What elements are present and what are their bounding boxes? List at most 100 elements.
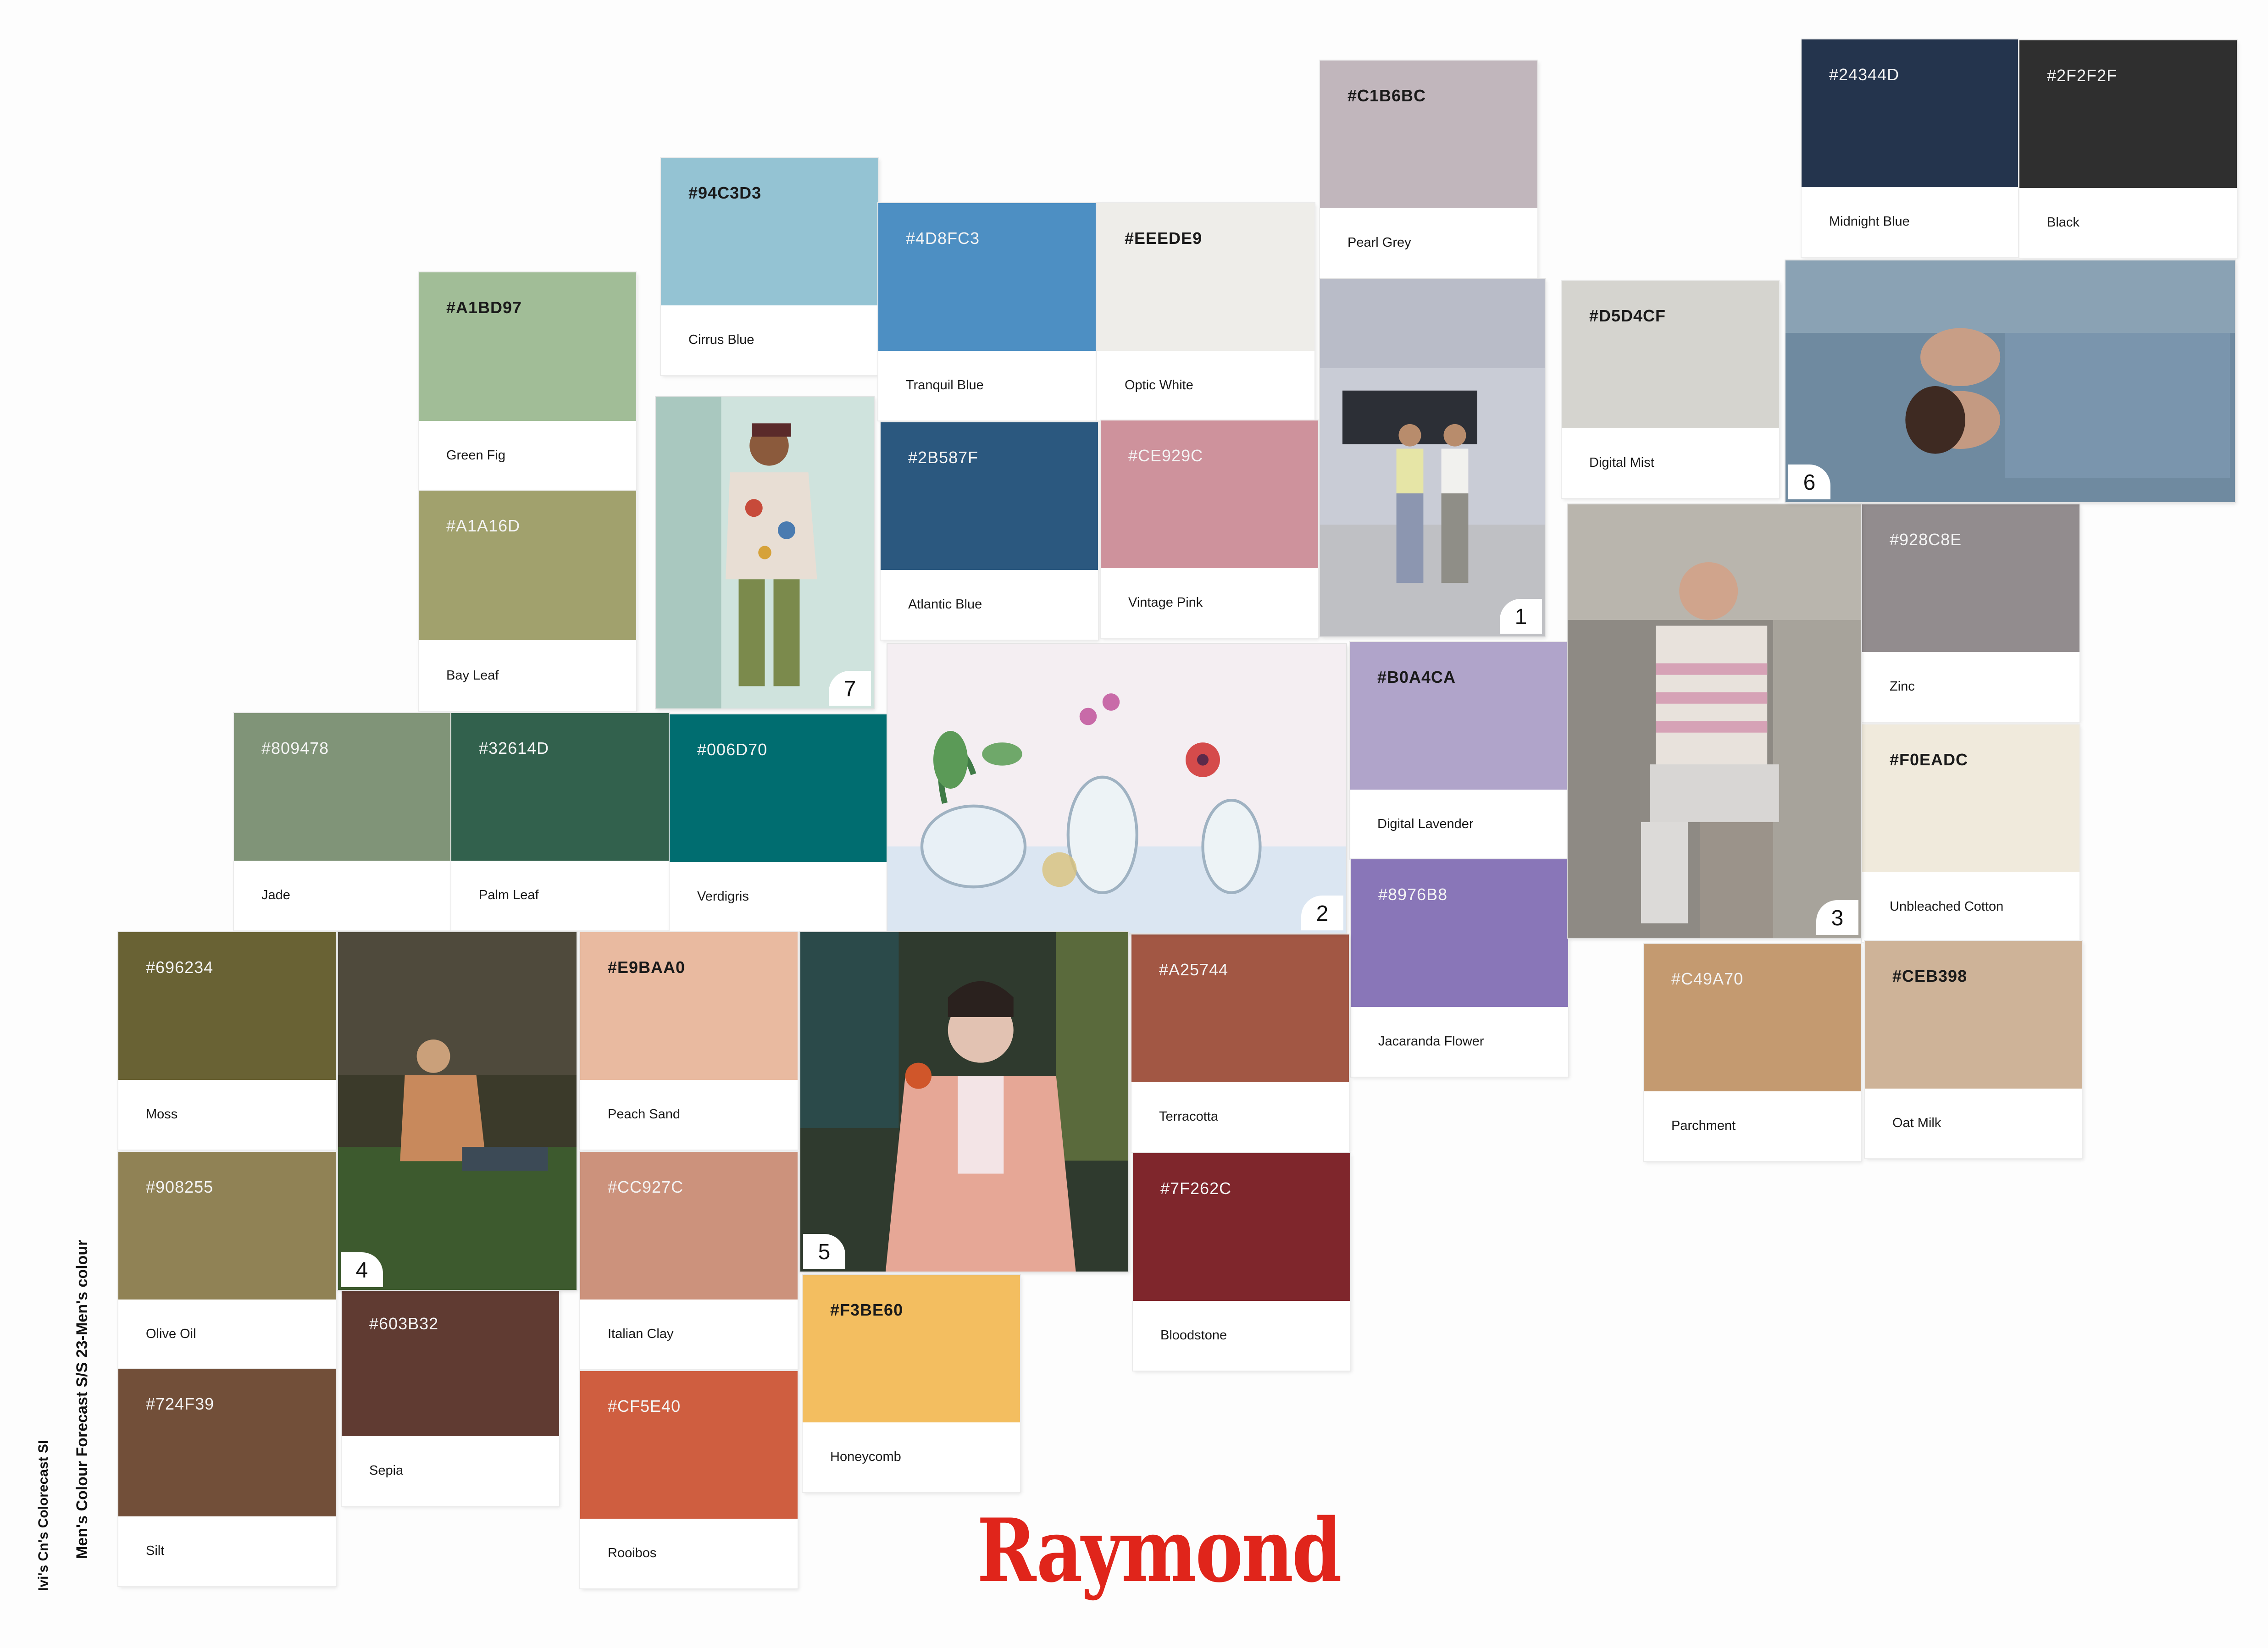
photo-number: 6 bbox=[1788, 465, 1830, 499]
swatch-pearl-grey: #C1B6BC Pearl Grey bbox=[1320, 61, 1537, 278]
swatch-name: Sepia bbox=[369, 1463, 404, 1478]
swatch-color bbox=[419, 491, 636, 641]
swatch-hex: #CEB398 bbox=[1892, 967, 1968, 985]
swatch-hex: #32614D bbox=[479, 739, 549, 758]
swatch-name: Bloodstone bbox=[1160, 1328, 1227, 1343]
photo-6-two-women-lying: 6 bbox=[1786, 260, 2235, 502]
swatch-sepia: #603B32 Sepia bbox=[342, 1289, 559, 1506]
photo-number: 4 bbox=[341, 1252, 383, 1287]
swatch-name: Zinc bbox=[1890, 679, 1915, 694]
raymond-logo: Raymond bbox=[977, 1499, 1342, 1602]
swatch-bloodstone: #7F262C Bloodstone bbox=[1133, 1153, 1350, 1371]
swatch-color bbox=[878, 203, 1096, 351]
swatch-honeycomb: #F3BE60 Honeycomb bbox=[803, 1275, 1020, 1492]
swatch-jade: #809478 Jade bbox=[234, 713, 451, 930]
swatch-color bbox=[580, 1152, 798, 1300]
swatch-color bbox=[451, 713, 669, 861]
swatch-hex: #CE929C bbox=[1128, 446, 1203, 465]
swatch-color bbox=[1862, 724, 2079, 873]
swatch-hex: #D5D4CF bbox=[1589, 306, 1666, 325]
swatch-color bbox=[1351, 859, 1568, 1007]
swatch-name: Oat Milk bbox=[1892, 1116, 1941, 1130]
photo-5-man-in-pink-suit: 5 bbox=[800, 932, 1128, 1272]
swatch-color bbox=[1320, 61, 1537, 209]
swatch-name: Italian Clay bbox=[608, 1327, 674, 1341]
swatch-atlantic-blue: #2B587F Atlantic Blue bbox=[881, 422, 1098, 640]
swatch-name: Jacaranda Flower bbox=[1378, 1034, 1484, 1049]
swatch-name: Silt bbox=[146, 1543, 165, 1558]
swatch-color bbox=[661, 158, 878, 306]
photo-number: 1 bbox=[1500, 599, 1542, 634]
swatch-name: Moss bbox=[146, 1107, 178, 1122]
swatch-color bbox=[580, 932, 798, 1080]
swatch-color bbox=[1097, 203, 1314, 351]
photo-4-man-on-grass: 4 bbox=[338, 932, 577, 1290]
swatch-unbleached-cotton: #F0EADC Unbleached Cotton bbox=[1862, 724, 2079, 942]
swatch-color bbox=[881, 422, 1098, 570]
swatch-color bbox=[1802, 39, 2018, 188]
swatch-italian-clay: #CC927C Italian Clay bbox=[580, 1152, 798, 1369]
swatch-rooibos: #CF5E40 Rooibos bbox=[580, 1371, 798, 1588]
photo-number: 7 bbox=[829, 671, 871, 706]
swatch-color bbox=[2019, 40, 2237, 188]
swatch-digital-mist: #D5D4CF Digital Mist bbox=[1562, 281, 1779, 498]
swatch-name: Olive Oil bbox=[146, 1327, 196, 1341]
swatch-cirrus-blue: #94C3D3 Cirrus Blue bbox=[661, 158, 878, 375]
swatch-color bbox=[1562, 281, 1779, 429]
swatch-hex: #EEEDE9 bbox=[1125, 229, 1203, 248]
swatch-color bbox=[1101, 420, 1318, 569]
swatch-name: Honeycomb bbox=[830, 1449, 901, 1464]
swatch-hex: #8976B8 bbox=[1378, 885, 1448, 904]
swatch-hex: #908255 bbox=[146, 1178, 214, 1196]
swatch-color bbox=[234, 713, 451, 861]
swatch-color bbox=[580, 1371, 798, 1519]
swatch-optic-white: #EEEDE9 Optic White bbox=[1097, 203, 1314, 420]
swatch-name: Cirrus Blue bbox=[688, 332, 754, 347]
swatch-parchment: #C49A70 Parchment bbox=[1644, 944, 1861, 1161]
swatch-name: Atlantic Blue bbox=[908, 597, 982, 612]
swatch-color bbox=[419, 272, 636, 421]
swatch-hex: #696234 bbox=[146, 958, 214, 977]
swatch-color bbox=[670, 714, 887, 863]
photo-number: 2 bbox=[1301, 896, 1343, 930]
swatch-color bbox=[803, 1275, 1020, 1423]
swatch-color bbox=[1131, 935, 1349, 1083]
swatch-silt: #724F39 Silt bbox=[118, 1369, 336, 1586]
photo-3-man-in-sweater: 3 bbox=[1568, 504, 1861, 938]
swatch-color bbox=[1865, 941, 2082, 1089]
swatch-name: Bay Leaf bbox=[446, 668, 499, 683]
swatch-hex: #A1A16D bbox=[446, 516, 521, 535]
swatch-name: Peach Sand bbox=[608, 1107, 681, 1122]
swatch-name: Terracotta bbox=[1159, 1109, 1218, 1124]
swatch-color bbox=[118, 1152, 336, 1300]
swatch-name: Pearl Grey bbox=[1347, 235, 1411, 250]
side-caption-secondary: Ivi's Cn's Colorecast SI bbox=[36, 1440, 51, 1591]
swatch-hex: #C49A70 bbox=[1671, 969, 1744, 988]
swatch-hex: #809478 bbox=[261, 739, 329, 758]
swatch-terracotta: #A25744 Terracotta bbox=[1131, 935, 1349, 1152]
swatch-peach-sand: #E9BAA0 Peach Sand bbox=[580, 932, 798, 1150]
swatch-name: Green Fig bbox=[446, 448, 505, 463]
swatch-hex: #928C8E bbox=[1890, 530, 1962, 549]
swatch-hex: #CF5E40 bbox=[608, 1397, 681, 1416]
swatch-color bbox=[1350, 642, 1567, 790]
swatch-hex: #2B587F bbox=[908, 448, 979, 467]
swatch-hex: #2F2F2F bbox=[2047, 66, 2118, 85]
photo-number: 5 bbox=[803, 1234, 845, 1269]
swatch-palm-leaf: #32614D Palm Leaf bbox=[451, 713, 669, 930]
swatch-color bbox=[342, 1289, 559, 1437]
swatch-color bbox=[1862, 504, 2079, 653]
swatch-name: Midnight Blue bbox=[1829, 214, 1910, 229]
swatch-name: Tranquil Blue bbox=[906, 378, 984, 393]
swatch-hex: #F3BE60 bbox=[830, 1300, 904, 1319]
swatch-verdigris: #006D70 Verdigris bbox=[670, 714, 887, 932]
swatch-moss: #696234 Moss bbox=[118, 932, 336, 1150]
swatch-hex: #E9BAA0 bbox=[608, 958, 686, 977]
swatch-hex: #7F262C bbox=[1160, 1179, 1232, 1198]
swatch-hex: #4D8FC3 bbox=[906, 229, 980, 248]
swatch-black: #2F2F2F Black bbox=[2019, 40, 2237, 258]
swatch-name: Parchment bbox=[1671, 1118, 1736, 1133]
swatch-midnight-blue: #24344D Midnight Blue bbox=[1802, 39, 2018, 257]
swatch-hex: #CC927C bbox=[608, 1178, 684, 1196]
swatch-name: Black bbox=[2047, 215, 2079, 230]
